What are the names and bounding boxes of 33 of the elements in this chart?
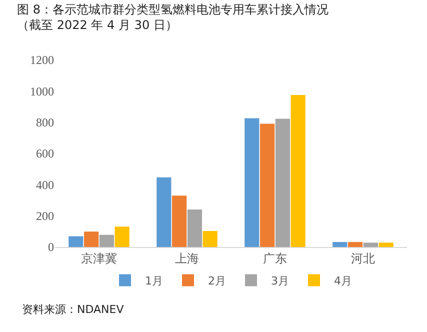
legend-label: 1月 [145,274,163,288]
bar [114,226,130,247]
bar [68,236,84,247]
bar [332,242,348,247]
legend-label: 4月 [334,274,352,288]
legend-label: 3月 [271,274,289,288]
bar [363,242,378,247]
bar [84,232,99,247]
x-tick-label: 京津冀 [81,251,117,266]
y-tick-label: 400 [36,178,54,192]
x-tick-label: 广东 [263,251,287,266]
bar [99,234,114,247]
x-tick-label: 河北 [351,251,375,266]
y-tick-label: 800 [36,116,54,130]
bar [244,118,260,247]
bar [378,242,394,247]
y-tick-label: 1000 [30,84,54,98]
bar [275,118,290,247]
legend-label: 2月 [208,274,226,288]
bar [260,124,275,247]
y-tick-label: 1200 [30,53,54,68]
chart-title: 图 8：各示范城市群分类型氢燃料电池专用车累计接入情况（截至 2022 年 4 月 30 日） [17,2,329,32]
bar [172,196,187,247]
y-tick-label: 0 [48,240,54,254]
y-tick-label: 600 [36,146,54,161]
x-tick-label: 上海 [175,251,199,266]
bar [202,230,218,247]
y-tick-label: 200 [36,209,54,224]
bar [290,95,306,247]
bar [348,242,363,247]
bar [187,209,202,247]
text: 资料来源：NDANEV [22,303,124,316]
bar [156,177,172,247]
